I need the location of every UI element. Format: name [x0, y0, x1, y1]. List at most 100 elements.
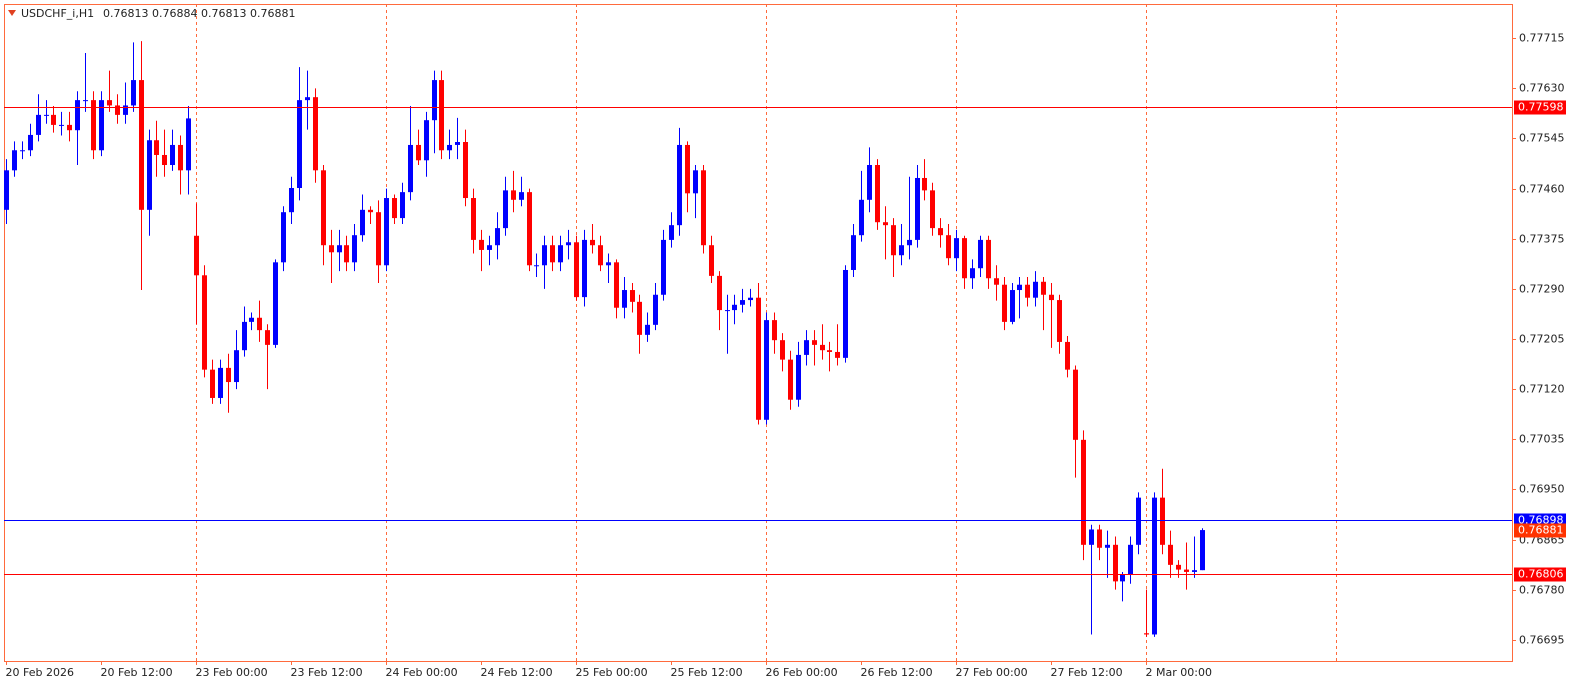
candle-body	[384, 198, 389, 266]
candle-body	[123, 105, 128, 115]
candle-body	[1176, 564, 1181, 570]
candle-body	[1120, 574, 1125, 582]
candle-body	[1160, 497, 1165, 545]
x-tick-label: 24 Feb 00:00	[386, 666, 458, 679]
candle-body	[542, 245, 547, 266]
candle-body	[669, 225, 674, 240]
candle-body	[51, 114, 56, 125]
candle-body	[447, 144, 452, 151]
candle-body	[1097, 529, 1102, 548]
level-label: 0.76898	[1518, 514, 1564, 527]
y-tick-label: 0.77545	[1519, 132, 1565, 145]
open-value: 0.76813	[103, 7, 149, 20]
candle-body	[186, 118, 191, 171]
candle-body	[827, 350, 832, 352]
candle-body	[867, 165, 872, 200]
candle-body	[1152, 497, 1157, 635]
candle-body	[455, 142, 460, 145]
candle-body	[907, 239, 912, 246]
candle-body	[1041, 281, 1046, 295]
candle-body	[337, 245, 342, 253]
x-tick-label: 23 Feb 12:00	[291, 666, 363, 679]
candle-body	[1017, 284, 1022, 291]
candle-body	[582, 239, 587, 298]
candle-body	[630, 290, 635, 302]
candle-body	[4, 170, 9, 210]
candle-body	[305, 97, 310, 101]
candle-body	[59, 124, 64, 126]
y-tick-label: 0.77290	[1519, 283, 1565, 296]
candle-body	[748, 297, 753, 301]
candle-body	[1073, 369, 1078, 440]
candle-body	[234, 350, 239, 383]
candle-body	[701, 170, 706, 246]
candle-body	[281, 212, 286, 263]
candle-body	[154, 140, 159, 155]
candle-body	[1113, 544, 1118, 582]
candle-body	[938, 228, 943, 236]
candle-body	[835, 351, 840, 358]
candle-body	[226, 367, 231, 383]
bid-label-box	[1514, 523, 1566, 538]
candles	[4, 41, 1205, 637]
y-tick-label: 0.77715	[1519, 32, 1565, 45]
candle-body	[463, 142, 468, 199]
candle-body	[352, 235, 357, 263]
header: USDCHF_i,H1 0.76813 0.76884 0.76813 0.76…	[21, 7, 296, 20]
candle-body	[107, 100, 112, 106]
candle-body	[622, 290, 627, 308]
candle-body	[424, 120, 429, 161]
candle-body	[178, 144, 183, 171]
candle-body	[732, 304, 737, 311]
candle-body	[637, 301, 642, 335]
candle-body	[1144, 633, 1149, 635]
candle-body	[922, 177, 927, 191]
candle-body	[297, 100, 302, 189]
x-tick-label: 27 Feb 00:00	[956, 666, 1028, 679]
level-label: 0.77598	[1518, 101, 1564, 114]
candle-body	[392, 198, 397, 219]
candle-body	[946, 235, 951, 259]
candle-body	[1033, 281, 1038, 298]
candle-body	[36, 114, 41, 135]
y-tick-label: 0.77460	[1519, 183, 1565, 196]
candle-body	[67, 124, 72, 131]
candle-body	[495, 228, 500, 246]
candle-body	[376, 212, 381, 266]
x-tick-label: 26 Feb 00:00	[766, 666, 838, 679]
x-tick-label: 2 Mar 00:00	[1146, 666, 1212, 679]
close-value: 0.76881	[250, 7, 296, 20]
candle-body	[1128, 544, 1133, 575]
candle-body	[1089, 529, 1094, 545]
candle-body	[645, 324, 650, 335]
x-tick-label: 20 Feb 2026	[6, 666, 74, 679]
y-tick-label: 0.77630	[1519, 82, 1565, 95]
level-label-box	[1514, 100, 1566, 115]
candle-body	[1200, 530, 1205, 571]
candle-body	[487, 245, 492, 250]
x-tick-label: 25 Feb 12:00	[671, 666, 743, 679]
candle-body	[891, 225, 896, 256]
candle-body	[289, 188, 294, 213]
candle-body	[566, 242, 571, 246]
candle-body	[986, 239, 991, 279]
candle-body	[360, 209, 365, 236]
candle-body	[693, 170, 698, 194]
candle-body	[788, 359, 793, 400]
bid-label: 0.76881	[1518, 524, 1564, 537]
candle-body	[249, 317, 254, 322]
candle-body	[210, 369, 215, 398]
candle-body	[843, 269, 848, 358]
candle-body	[12, 150, 17, 171]
candle-body	[930, 190, 935, 229]
y-tick-label: 0.77375	[1519, 233, 1565, 246]
candle-body	[804, 340, 809, 355]
candle-body	[44, 114, 49, 116]
collapse-icon	[8, 10, 16, 16]
candle-body	[1025, 284, 1030, 298]
candle-body	[1065, 341, 1070, 370]
candle-body	[859, 199, 864, 236]
candle-body	[194, 235, 199, 276]
